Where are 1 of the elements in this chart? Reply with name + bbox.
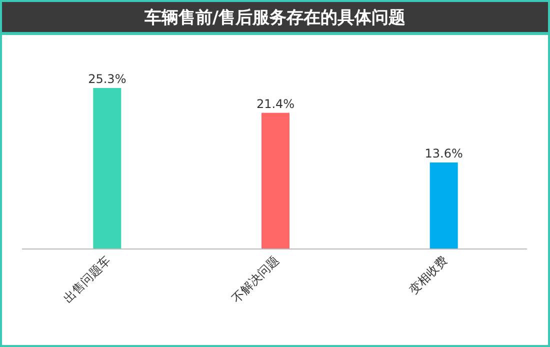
title: 车辆售前/售后服务存在的具体问题	[144, 8, 406, 28]
